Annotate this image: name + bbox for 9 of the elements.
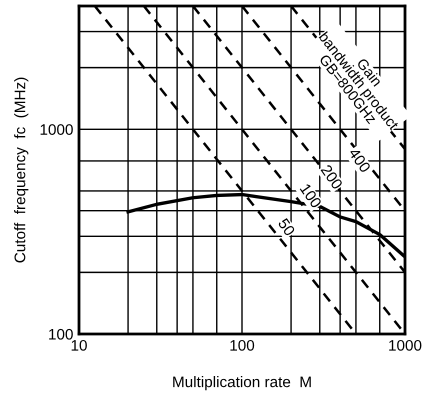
x-tick-label: 1000 bbox=[389, 340, 422, 351]
x-tick-label: 10 bbox=[72, 340, 87, 351]
x-axis-title: Multiplication rate M bbox=[173, 376, 311, 390]
annotation: 100 bbox=[300, 183, 322, 209]
annotation: 50 bbox=[278, 218, 296, 237]
y-axis-title: Cutoff frequency fc (MHz) bbox=[14, 78, 28, 262]
annotation: 200 bbox=[320, 164, 344, 190]
annotation: 400 bbox=[348, 146, 372, 174]
x-tick-label: 100 bbox=[230, 340, 254, 351]
